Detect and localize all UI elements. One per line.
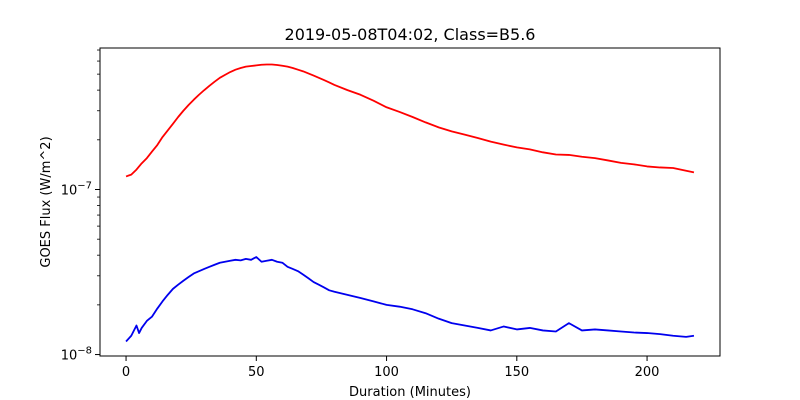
x-axis-label: Duration (Minutes) bbox=[349, 385, 471, 400]
plot-frame bbox=[99, 47, 721, 357]
x-tick-label: 0 bbox=[122, 365, 130, 380]
x-tick-label: 100 bbox=[374, 365, 399, 380]
series-layer bbox=[125, 63, 695, 343]
x-axis-ticks: 0 50 100 150 200 bbox=[122, 356, 660, 380]
y-tick-label: 10−8 bbox=[61, 346, 92, 364]
y-axis-ticks: 10−8 10−7 bbox=[61, 49, 100, 364]
x-tick-label: 200 bbox=[635, 365, 660, 380]
x-tick-label: 50 bbox=[248, 365, 265, 380]
y-tick-label: 10−7 bbox=[61, 181, 92, 199]
chart-title: 2019-05-08T04:02, Class=B5.6 bbox=[285, 25, 536, 44]
series-line-1 bbox=[125, 256, 695, 343]
x-tick-label: 150 bbox=[504, 365, 529, 380]
y-axis-label: GOES Flux (W/m^2) bbox=[39, 136, 54, 267]
series-line-0 bbox=[125, 63, 695, 178]
